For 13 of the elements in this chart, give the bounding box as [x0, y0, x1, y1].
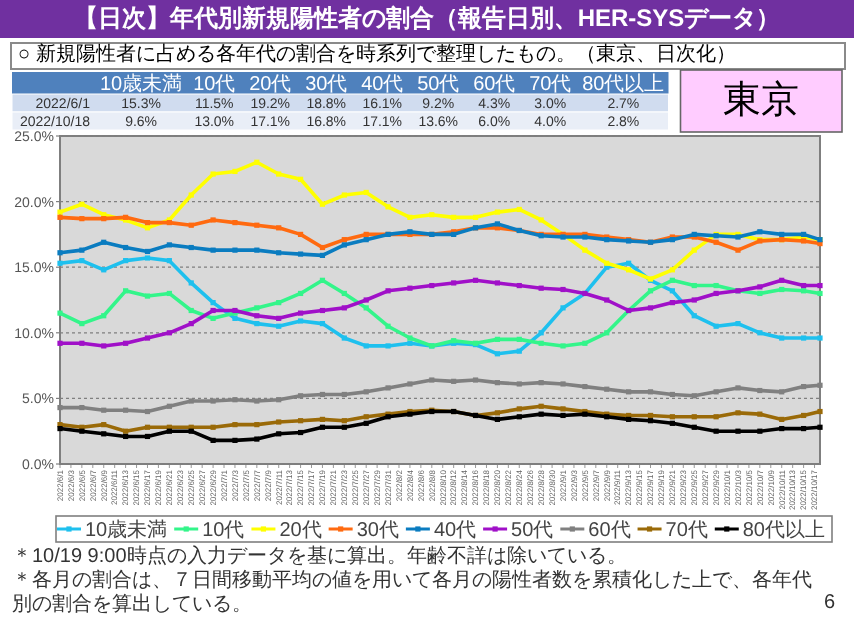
legend-label: 40代: [433, 520, 477, 542]
legend-label: 10歳未満: [84, 518, 168, 542]
legend-label: 60代: [588, 520, 631, 542]
legend-label: 10代: [202, 520, 245, 542]
subtitle: ○ 新規陽性者に占める各年代の割合を時系列で整理したもの。（東京、日次化）: [10, 42, 846, 70]
page-number: 6: [824, 592, 836, 614]
legend-label: 80代以上: [742, 518, 826, 542]
legend-label: 20代: [279, 520, 322, 542]
text: 東京: [723, 78, 800, 122]
legend-label: 50代: [511, 520, 554, 542]
title: 【日次】年代別新規陽性者の割合（報告日別、HER-SYSデータ）: [0, 0, 854, 38]
legend-label: 70代: [665, 520, 708, 542]
legend-label: 30代: [356, 520, 399, 542]
